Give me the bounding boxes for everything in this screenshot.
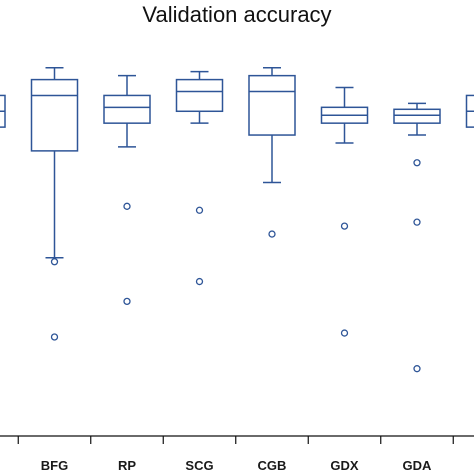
- box-iqr: [103, 94, 151, 124]
- outlier-point: [340, 222, 349, 230]
- outlier-point: [413, 218, 421, 226]
- outlier-point: [123, 202, 131, 210]
- box-iqr: [175, 78, 224, 113]
- x-tick-labels-group: BFGRPSCGCGBGDXGDAC: [41, 458, 433, 473]
- outlier-point: [413, 365, 421, 373]
- outlier-point: [50, 258, 59, 266]
- box-scg: [175, 70, 224, 286]
- box-c: [465, 94, 474, 128]
- x-tick-label: BFG: [41, 458, 68, 473]
- x-tick-label: RP: [118, 458, 136, 473]
- x-tick-label: SCG: [185, 458, 213, 473]
- box-iqr: [393, 108, 441, 124]
- box-cgb: [248, 66, 296, 238]
- x-ticks-group: [17, 436, 454, 444]
- box-rp: [103, 74, 151, 306]
- outlier-point: [195, 206, 204, 214]
- boxes-group: [0, 66, 474, 373]
- x-tick-label: GDX: [330, 458, 359, 473]
- x-tick-label: CGB: [258, 458, 287, 473]
- box-unlabeled: [0, 94, 6, 128]
- box-gdx: [320, 86, 369, 337]
- outlier-point: [340, 329, 349, 337]
- box-bfg: [30, 66, 79, 341]
- chart-title: Validation accuracy: [142, 2, 332, 27]
- box-iqr: [248, 74, 296, 136]
- box-iqr: [30, 78, 79, 152]
- outlier-point: [268, 230, 276, 238]
- x-tick-label: GDA: [403, 458, 433, 473]
- outlier-point: [123, 297, 131, 306]
- outlier-point: [50, 333, 59, 341]
- outlier-point: [413, 159, 421, 167]
- box-gda: [393, 102, 441, 373]
- outlier-point: [195, 277, 204, 286]
